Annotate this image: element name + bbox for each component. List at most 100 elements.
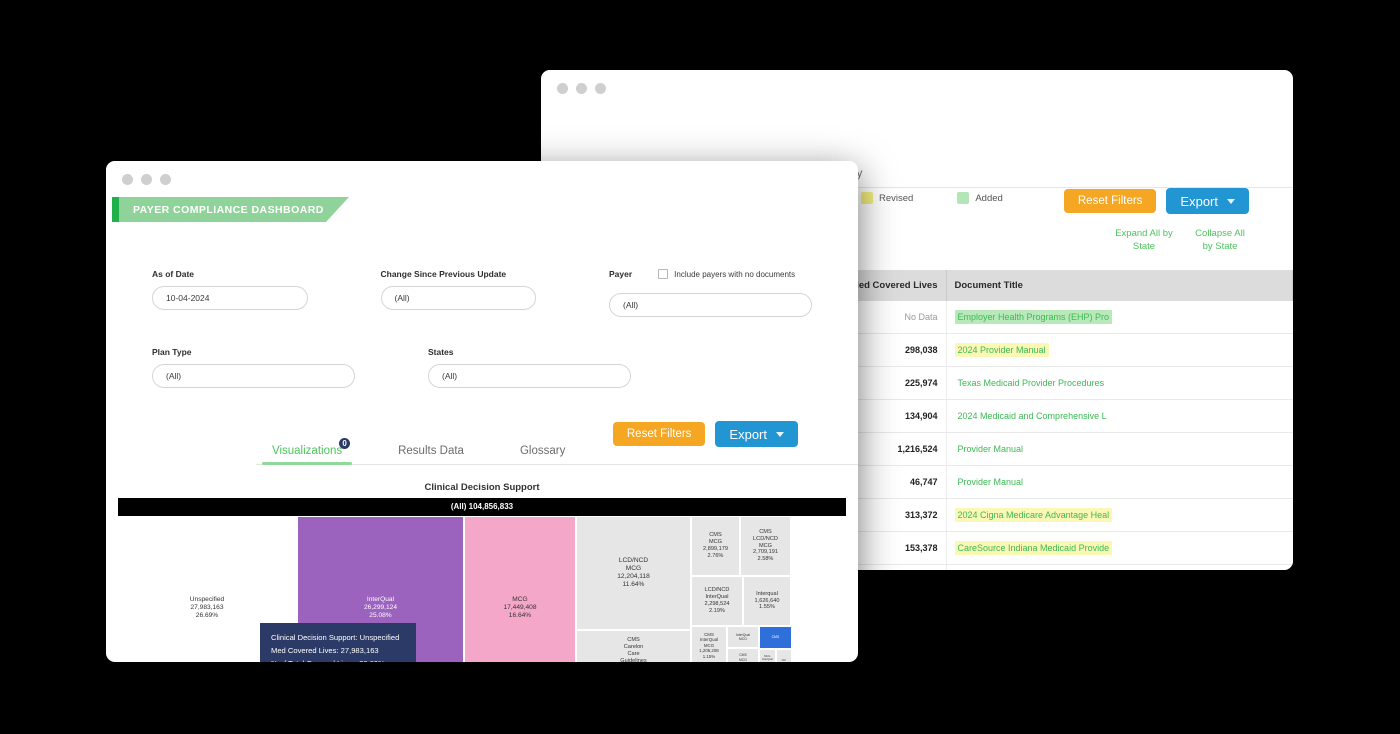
legend-label: Revised [879,192,914,204]
filter-row-2: Plan Type (All) States (All) [152,347,812,388]
tooltip-line-3: % of Total Covered Lives: 26.69% [271,657,407,662]
document-link[interactable]: 2024 Medicaid and Comprehensive L [957,411,1107,421]
cell-document-title[interactable]: CareSource Indiana Medicaid Provide [946,531,1293,565]
legend-added: Added [957,192,1003,204]
treemap-cell-label: InterQual MCG [736,632,750,641]
filter-panel: As of Date 10-04-2024 Change Since Previ… [152,269,812,418]
treemap-cell[interactable]: CMS InterQual MCG 1,205,208 1.15% [692,627,726,662]
treemap-cell-label: MCG 17,449,408 16.64% [503,595,537,620]
treemap-column: InterQualMCGCMSMCGInterQualLOCUSMCG [728,627,758,662]
export-button[interactable]: Export [715,421,798,447]
reset-filters-button[interactable]: Reset Filters [612,422,706,446]
include-payers-checkbox-group[interactable]: Include payers with no documents [658,269,795,279]
added-swatch-icon [957,192,970,204]
filter-payer: Payer Include payers with no documents (… [609,269,812,317]
minimize-icon[interactable] [576,82,587,94]
cell-document-title[interactable]: Provider Manual [946,432,1293,466]
treemap-cell[interactable]: CMS MCG [728,649,758,662]
collapse-all-by-state-link[interactable]: Collapse All by State [1195,228,1245,252]
treemap-cell[interactable]: MCG InterQual [760,650,775,662]
treemap-cell[interactable]: CMS MCG 2,899,179 2.76% [692,517,739,575]
tab-glossary[interactable]: Glossary [504,445,581,464]
cell-document-title[interactable]: 2024 Medicaid and Comprehensive L [946,399,1293,433]
maximize-icon[interactable] [595,82,606,94]
expand-all-by-state-link[interactable]: Expand All by State [1115,228,1173,252]
cell-document-title[interactable]: 2024 Provider Manual [946,333,1293,367]
treemap-cell-label: LCD/NCD MCG 12,204,118 11.64% [617,556,650,589]
treemap-cell-label: LCD/NCD InterQual 2,298,524 2.19% [704,587,730,614]
treemap-column: CMSInterQualMCG1,205,2081.15%CMSInterQua… [692,627,726,662]
cell-document-title[interactable]: 2024 Cigna Medicare Advantage Heal [946,498,1293,532]
tooltip-line-2: Med Covered Lives: 27,983,163 [271,646,379,656]
maximize-icon[interactable] [160,173,171,185]
tab-label: Results Data [398,445,464,457]
front-window-titlebar [106,161,858,197]
payer-input[interactable]: (All) [609,293,812,317]
close-icon[interactable] [557,82,568,94]
document-link[interactable]: 2024 Provider Manual [954,343,1049,357]
treemap-column: CMCk [776,650,791,662]
tab-label: Glossary [519,445,566,457]
treemap-column: LCD/NCD MCG 12,204,118 11.64% CMS Carelon Care… [577,517,690,662]
treemap-cell[interactable]: InterQual MCG [728,627,758,647]
treemap-cell-label: MCG InterQual [762,654,773,662]
treemap-cell-label: InterQual 26,299,124 25.08% [363,595,397,620]
plan-type-input[interactable]: (All) [152,364,355,388]
back-toolbar: Revised Added [861,192,1047,204]
as-of-date-input[interactable]: 10-04-2024 [152,286,308,310]
cell-document-title[interactable]: Employer Health Programs (EHP) Pro [946,301,1293,334]
treemap-chart: Clinical Decision Support (All) 104,856,… [118,482,846,662]
cell-document-title[interactable]: Provider Manual [946,564,1293,570]
treemap-cells: Unspecified 27,983,163 26.69% InterQual 26,2… [118,517,846,662]
filter-plan-type: Plan Type (All) [152,347,355,388]
treemap-row: MCGInterQualMCGInterQualInterLCDCMCk [760,650,791,662]
treemap-cell[interactable]: CMS [760,627,791,648]
treemap-cell[interactable]: LCD/NCD InterQual 2,298,524 2.19% [692,577,742,625]
treemap-cell-label: CMS InterQual MCG 1,205,208 1.15% [699,631,719,659]
document-link[interactable]: Provider Manual [957,477,1024,487]
treemap-cell[interactable]: CM [776,650,791,662]
reset-filters-button[interactable]: Reset Filters [1063,189,1157,213]
revised-swatch-icon [861,192,873,204]
tab-results-data[interactable]: Results Data [382,445,480,464]
front-window-body: PAYER COMPLIANCE DASHBOARD As of Date 10… [106,197,858,662]
treemap-cell-label: Interqual 1,626,640 1.55% [754,590,780,611]
treemap-cell[interactable]: CMS LCD/NCD MCG 2,709,191 2.58% [741,517,790,575]
treemap-cell[interactable]: MCG 17,449,408 16.64% [465,517,575,662]
treemap-cell[interactable]: CMSCarelonCareGuidelinesMCGGuidelines6,4… [577,631,690,662]
document-link[interactable]: CareSource Indiana Medicaid Provide [954,541,1113,555]
checkbox-label: Include payers with no documents [674,269,796,279]
column-header-document-title[interactable]: Document Title [946,270,1293,301]
treemap-cell[interactable]: Interqual 1,626,640 1.55% [744,577,790,625]
treemap-cell-label: CMSCarelonCareGuidelinesMCGGuidelines6,4… [620,637,647,662]
legend-label: Added [975,192,1003,204]
treemap-cell-label: CMS LCD/NCD MCG 2,709,191 2.58% [753,528,778,563]
filter-change-since-previous-update: Change Since Previous Update (All) [380,269,536,317]
back-window-titlebar [541,70,1293,106]
document-link[interactable]: Employer Health Programs (EHP) Pro [954,310,1113,324]
minimize-icon[interactable] [141,173,152,185]
treemap-row: CMS MCG 2,899,179 2.76% CMS LCD/NCD MCG 2,709,1… [692,517,790,575]
expand-collapse-links: Expand All by State Collapse All by Stat… [1115,228,1249,254]
close-icon[interactable] [122,173,133,185]
treemap-column: CMS MCGInterQualMCGInterQualInterLCDCMCk [760,627,791,662]
treemap-row: CMS [760,627,791,648]
payer-compliance-dashboard-window: PAYER COMPLIANCE DASHBOARD As of Date 10… [106,161,858,662]
treemap-cell-label: CMS MCG [739,653,747,662]
cell-document-title[interactable]: Provider Manual [946,465,1293,499]
tab-visualizations[interactable]: Visualizations 0 [256,438,358,465]
document-link[interactable]: 2024 Cigna Medicare Advantage Heal [954,508,1113,522]
cell-document-title[interactable]: Texas Medicaid Provider Procedures [946,366,1293,400]
treemap-column: CMS MCG 2,899,179 2.76% CMS LCD/NCD MCG 2,709,1… [692,517,791,662]
document-link[interactable]: Provider Manual [957,444,1024,454]
checkbox-icon[interactable] [658,269,669,279]
treemap-cell[interactable]: LCD/NCD MCG 12,204,118 11.64% [577,517,690,629]
treemap-cell-label: CMS MCG 2,899,179 2.76% [703,532,728,559]
change-since-previous-update-input[interactable]: (All) [380,286,536,310]
document-link[interactable]: Texas Medicaid Provider Procedures [957,378,1105,388]
filter-label: As of Date [152,269,195,279]
export-button[interactable]: Export [1166,188,1249,214]
states-input[interactable]: (All) [428,364,631,388]
legend-revised: Revised [861,192,913,204]
